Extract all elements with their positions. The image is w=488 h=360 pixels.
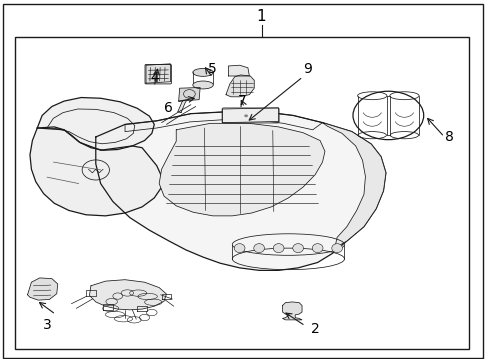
Polygon shape bbox=[89, 280, 166, 310]
Text: 8: 8 bbox=[444, 130, 453, 144]
Polygon shape bbox=[322, 123, 385, 248]
Polygon shape bbox=[159, 123, 325, 216]
Text: 2: 2 bbox=[310, 322, 319, 336]
Circle shape bbox=[244, 114, 247, 117]
Polygon shape bbox=[178, 87, 200, 101]
Polygon shape bbox=[27, 278, 58, 300]
Ellipse shape bbox=[273, 244, 284, 253]
Bar bbox=[15, 37, 468, 348]
Text: 4: 4 bbox=[150, 71, 158, 85]
Polygon shape bbox=[96, 112, 385, 270]
Text: 5: 5 bbox=[208, 62, 217, 76]
Text: 3: 3 bbox=[42, 318, 51, 332]
Ellipse shape bbox=[192, 68, 213, 76]
Polygon shape bbox=[177, 90, 195, 113]
Polygon shape bbox=[228, 65, 249, 76]
Polygon shape bbox=[30, 128, 161, 216]
Ellipse shape bbox=[234, 244, 244, 253]
Polygon shape bbox=[225, 75, 254, 97]
Ellipse shape bbox=[312, 244, 323, 253]
Ellipse shape bbox=[331, 244, 342, 253]
Text: 1: 1 bbox=[256, 9, 266, 24]
Text: 7: 7 bbox=[237, 94, 246, 108]
Polygon shape bbox=[222, 108, 278, 123]
Polygon shape bbox=[37, 98, 154, 150]
Polygon shape bbox=[146, 64, 170, 83]
Text: 6: 6 bbox=[164, 101, 173, 115]
Ellipse shape bbox=[292, 244, 303, 253]
Ellipse shape bbox=[192, 81, 213, 89]
Ellipse shape bbox=[253, 244, 264, 253]
Text: 9: 9 bbox=[303, 62, 312, 76]
Polygon shape bbox=[282, 302, 302, 320]
